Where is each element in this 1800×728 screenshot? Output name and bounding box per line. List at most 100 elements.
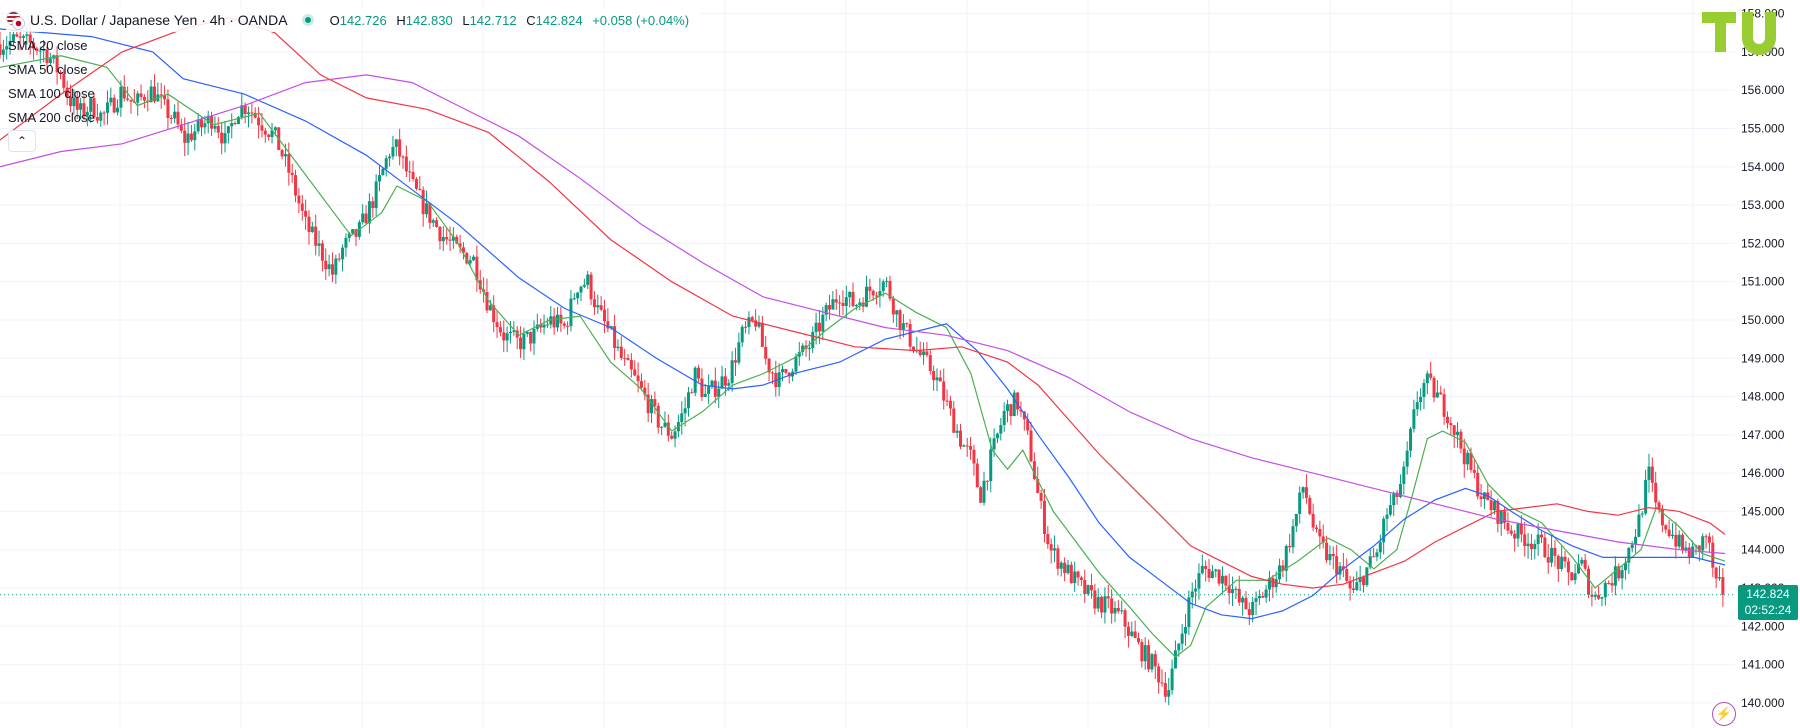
candle-body-down [713,380,717,397]
candle-body-down [623,358,627,360]
candle-body-down [891,298,895,315]
candle-body-up [374,181,378,209]
candle-body-down [1321,536,1325,543]
candle-body-up [173,111,177,119]
candle-body-up [1294,513,1298,527]
legend-sma100[interactable]: SMA 100 close [8,86,95,101]
candle-body-up [8,40,12,47]
candle-body-down [750,317,754,321]
candle-body-down [139,93,143,97]
candle-body-up [1600,597,1604,599]
candle-body-down [1026,419,1030,431]
candle-body-down [267,134,271,137]
candle-body-up [247,112,251,115]
candle-body-down [1449,423,1453,426]
candle-body-down [1036,479,1040,493]
candle-body-down [95,117,99,121]
candle-body-up [508,331,512,334]
candle-body-down [408,171,412,173]
candle-body-down [969,445,973,450]
candle-body-down [35,48,39,52]
candle-body-up [388,156,392,159]
candle-body-down [1563,556,1567,562]
market-status-icon[interactable] [301,14,314,26]
candle-body-up [522,333,526,350]
candle-body-down [1472,469,1476,473]
legend-sma20[interactable]: SMA 20 close [8,38,88,53]
sma-line-1 [0,28,1726,620]
candle-body-down [32,42,36,49]
candle-body-down [1100,596,1104,613]
candle-body-down [461,247,465,253]
candle-body-up [1482,492,1486,500]
candle-body-up [226,126,230,134]
candle-body-up [149,86,153,103]
candle-body-down [697,367,701,379]
candle-body-down [1650,466,1654,483]
candle-body-up [572,298,576,300]
candle-body-up [807,348,811,350]
candle-body-down [233,123,237,125]
symbol-title[interactable]: U.S. Dollar / Japanese Yen · 4h · OANDA [30,12,288,28]
candle-body-down [1543,537,1547,558]
candle-body-up [1194,588,1198,592]
candle-body-up [1,49,5,55]
candle-body-down [314,226,318,246]
y-tick-label: 152.000 [1741,236,1785,250]
candle-body-up [347,233,351,238]
candle-body-down [1281,565,1285,571]
candle-body-down [1654,482,1658,503]
candle-body-down [159,94,163,96]
candle-body-down [1509,530,1513,534]
candle-body-down [18,36,22,38]
candle-body-up [864,286,868,307]
candle-body-up [38,50,42,52]
candle-body-down [1133,631,1137,639]
candle-body-down [592,299,596,308]
candle-body-down [733,360,737,363]
candle-body-up [1466,452,1470,465]
lightning-icon[interactable]: ⚡ [1712,702,1736,726]
candle-body-down [744,326,748,328]
candle-body-up [794,356,798,372]
candle-body-down [411,172,415,179]
candle-body-up [922,351,926,356]
candle-body-up [1254,598,1258,602]
candle-body-up [186,133,190,143]
candle-body-down [888,280,892,299]
candle-body-up [1718,577,1722,579]
candle-body-up [616,346,620,349]
y-tick-label: 148.000 [1741,390,1785,404]
candle-body-up [525,331,529,334]
candle-body-up [381,168,385,176]
candle-body-up [1677,534,1681,547]
collapse-legend-button[interactable]: ⌃ [8,130,36,152]
candle-body-down [700,378,704,397]
candle-body-down [670,435,674,439]
candle-body-up [1647,466,1651,480]
legend-sma200[interactable]: SMA 200 close [8,110,95,125]
candle-body-down [414,178,418,189]
candle-body-down [129,99,133,102]
legend-sma50[interactable]: SMA 50 close [8,62,88,77]
candle-body-down [938,377,942,382]
candle-body-down [770,372,774,374]
candle-body-up [1120,610,1124,612]
candle-body-up [1536,534,1540,544]
candle-body-down [972,449,976,464]
candle-body-down [1056,548,1060,569]
high-value: 142.830 [405,12,453,28]
candle-body-up [283,154,287,157]
candle-body-down [1664,525,1668,530]
candle-body-down [1445,416,1449,424]
candle-body-up [1002,410,1006,426]
candles [0,22,1725,706]
candle-body-down [1496,501,1500,524]
candle-body-up [1167,690,1171,697]
candle-body-up [1368,556,1372,568]
candle-body-down [1439,392,1443,395]
candle-body-down [1304,487,1308,498]
candle-body-down [1610,583,1614,586]
